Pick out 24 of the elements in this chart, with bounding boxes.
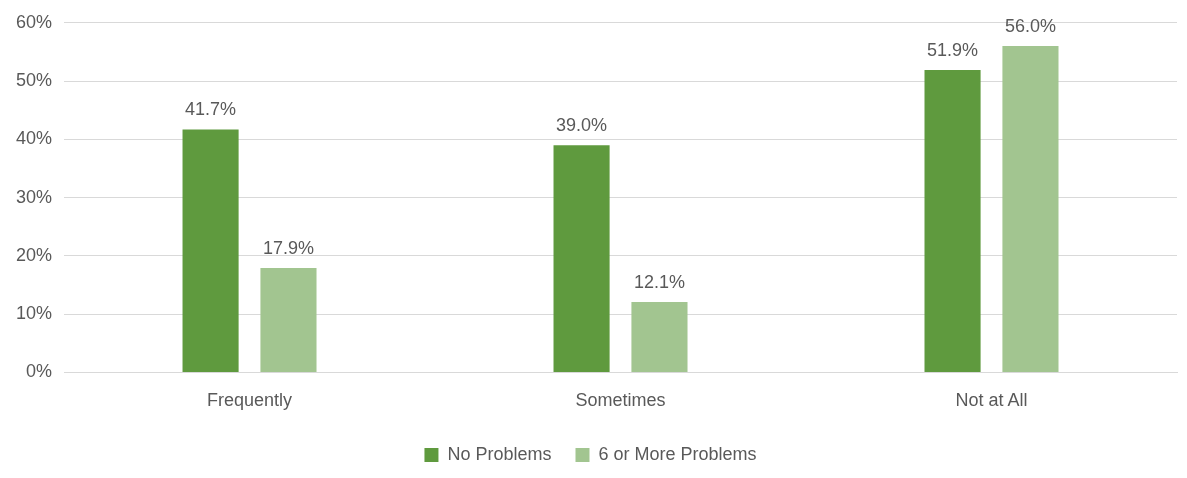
bar [1002,46,1059,372]
x-tick-label: Not at All [955,390,1028,411]
text: 39.0% [556,115,608,136]
bar [260,268,317,372]
text: 41.7% [185,99,237,120]
text: 17.9% [262,238,314,259]
y-tick-label: 50% [16,70,53,91]
text: 56.0% [1004,16,1056,37]
bar [924,70,981,372]
bar [182,129,239,372]
y-tick-label: 60% [16,11,53,32]
y-tick-label: 0% [26,361,53,382]
text: 51.9% [927,39,979,60]
legend-label: No Problems [447,443,552,464]
text: 12.1% [633,271,685,292]
bar [631,301,688,372]
y-tick-label: 20% [16,244,53,265]
y-tick-label: 40% [16,128,53,149]
bar [553,145,610,372]
y-tick-label: 30% [16,186,53,207]
y-tick-label: 10% [16,303,53,324]
legend-label: 6 or More Problems [598,443,757,464]
x-tick-label: Frequently [207,390,293,411]
x-tick-label: Sometimes [575,390,666,411]
